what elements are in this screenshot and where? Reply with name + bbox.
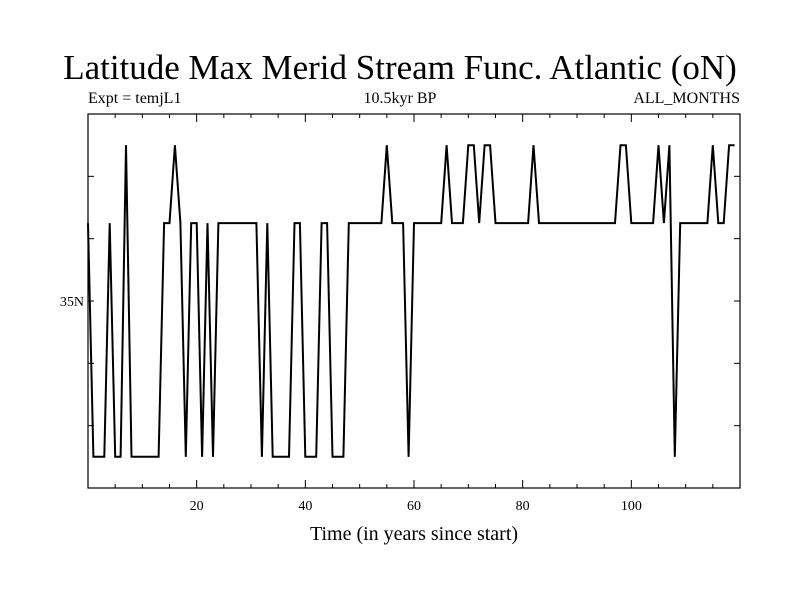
experiment-label: Expt = temjL1 [88,90,182,107]
x-tick-label: 40 [298,499,312,514]
x-axis-label: Time (in years since start) [310,523,518,545]
x-tick-label: 20 [190,499,204,514]
x-tick-label: 60 [407,499,421,514]
series-line [87,144,735,458]
x-tick-label: 80 [516,499,530,514]
chart-title: Latitude Max Merid Stream Func. Atlantic… [63,48,737,87]
months-label: ALL_MONTHS [633,90,740,107]
x-tick-label: 100 [621,499,642,514]
y-tick-label: 35N [60,295,84,310]
period-label: 10.5kyr BP [363,90,437,107]
plot-frame [87,113,741,489]
